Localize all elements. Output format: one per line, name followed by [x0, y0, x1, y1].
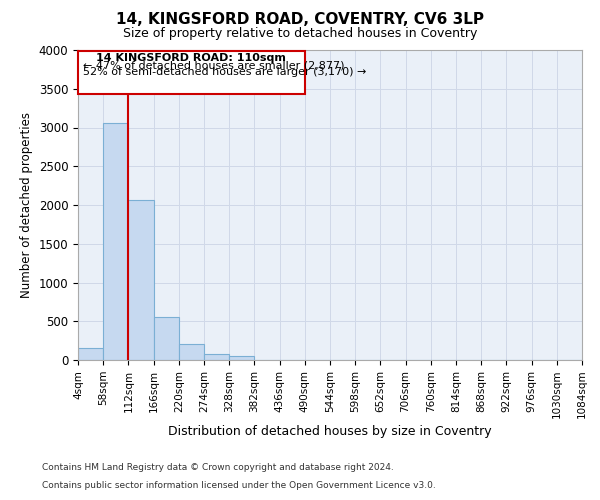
Text: 14 KINGSFORD ROAD: 110sqm: 14 KINGSFORD ROAD: 110sqm — [97, 53, 286, 63]
Text: ← 47% of detached houses are smaller (2,877): ← 47% of detached houses are smaller (2,… — [83, 60, 344, 70]
Bar — [128, 200, 154, 360]
Bar — [204, 354, 229, 360]
Bar — [78, 348, 103, 360]
X-axis label: Distribution of detached houses by size in Coventry: Distribution of detached houses by size … — [168, 426, 492, 438]
Y-axis label: Number of detached properties: Number of detached properties — [20, 112, 33, 298]
Text: 14, KINGSFORD ROAD, COVENTRY, CV6 3LP: 14, KINGSFORD ROAD, COVENTRY, CV6 3LP — [116, 12, 484, 28]
Text: Contains HM Land Registry data © Crown copyright and database right 2024.: Contains HM Land Registry data © Crown c… — [42, 464, 394, 472]
Text: 52% of semi-detached houses are larger (3,170) →: 52% of semi-detached houses are larger (… — [83, 67, 366, 77]
Bar — [229, 356, 254, 360]
Bar — [103, 123, 128, 360]
Bar — [179, 344, 204, 360]
FancyBboxPatch shape — [78, 51, 305, 94]
Text: Contains public sector information licensed under the Open Government Licence v3: Contains public sector information licen… — [42, 481, 436, 490]
Text: Size of property relative to detached houses in Coventry: Size of property relative to detached ho… — [123, 28, 477, 40]
Bar — [154, 316, 179, 360]
